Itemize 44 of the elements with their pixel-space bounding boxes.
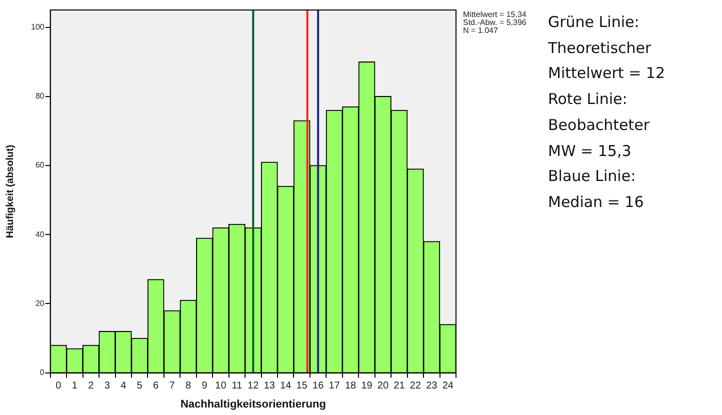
y-axis-title: Häufigkeit (absolut) xyxy=(4,144,16,238)
x-axis-title: Nachhaltigkeitsorientierung xyxy=(180,398,326,410)
x-tick-label: 15 xyxy=(296,380,308,392)
x-tick-label: 11 xyxy=(232,380,243,392)
x-tick-label: 8 xyxy=(185,380,192,392)
x-tick-label: 24 xyxy=(442,380,454,392)
text: Std.-Abw. = 5,396 xyxy=(463,18,526,27)
x-tick-label: 18 xyxy=(344,380,357,392)
text: N = 1.047 xyxy=(463,26,499,35)
x-tick-label: 16 xyxy=(312,380,324,392)
text: Median = 16 xyxy=(548,192,645,213)
x-tick-label: 21 xyxy=(394,380,406,392)
x-tick-label: 3 xyxy=(104,380,110,392)
x-tick-label: 2 xyxy=(88,380,94,392)
x-tick-label: 22 xyxy=(410,380,422,392)
text: Mittelwert = 15,34 xyxy=(463,10,526,19)
text: Mittelwert = 12 xyxy=(548,63,666,84)
x-tick-label: 12 xyxy=(248,380,260,392)
x-tick-label: 6 xyxy=(153,380,160,392)
x-tick-label: 14 xyxy=(280,380,292,392)
x-tick-label: 4 xyxy=(120,380,127,392)
x-tick-label: 13 xyxy=(264,380,276,392)
x-tick-label: 19 xyxy=(361,380,373,392)
x-tick-label: 7 xyxy=(169,380,176,392)
text: MW = 15,3 xyxy=(548,140,632,162)
x-tick-label: 9 xyxy=(202,380,208,392)
text: Grüne Linie: xyxy=(548,12,640,33)
x-tick-label: 10 xyxy=(215,380,227,392)
text: Rote Linie: xyxy=(548,89,628,110)
x-tick-label: 17 xyxy=(328,380,340,392)
text: Beobachteter xyxy=(548,114,651,136)
x-tick-label: 5 xyxy=(136,380,143,392)
y-tick-label: 60 xyxy=(35,160,45,170)
y-tick-label: 20 xyxy=(35,298,45,308)
y-tick-label: 40 xyxy=(35,230,45,239)
x-tick-label: 1 xyxy=(72,380,78,392)
y-tick-label: 100 xyxy=(30,22,45,32)
y-tick-label: 80 xyxy=(35,92,45,101)
text: Blaue Linie: xyxy=(548,166,637,188)
x-tick-label: 20 xyxy=(377,380,389,392)
x-tick-label: 23 xyxy=(426,380,438,392)
x-tick-label: 0 xyxy=(56,380,62,392)
text: Theoretischer xyxy=(548,38,652,59)
y-tick-label: 0 xyxy=(40,368,45,378)
